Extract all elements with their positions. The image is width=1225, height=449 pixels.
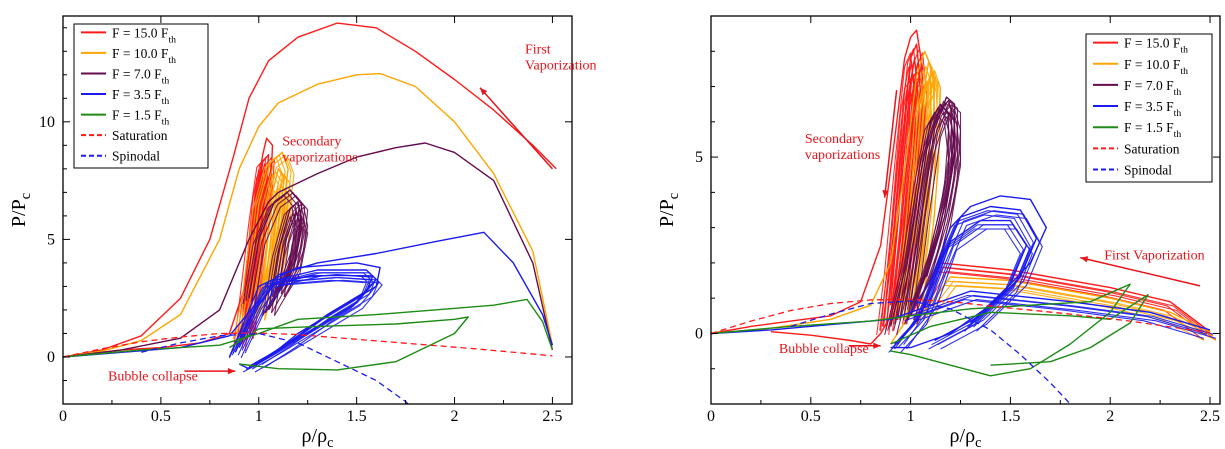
x-tick-label: 2.5: [1200, 408, 1220, 425]
x-tick-label: 1: [255, 408, 263, 425]
annotation-1: Secondary vaporizations: [805, 132, 880, 163]
legend-label-sat: Saturation: [112, 128, 168, 143]
annotation-arrow-0: [480, 88, 552, 169]
annotation-0: First Vaporization: [525, 43, 597, 74]
y-axis-label: P/Pc: [8, 193, 34, 227]
annotation-arrowhead-2: [873, 343, 880, 349]
y-axis-label: P/Pc: [656, 193, 682, 227]
x-axis-label: ρ/ρc: [950, 425, 982, 449]
x-tick-label: 0.5: [801, 408, 821, 425]
x-tick-label: 0: [59, 408, 67, 425]
y-tick-label: 0: [695, 325, 703, 342]
x-tick-label: 1: [907, 408, 915, 425]
annotation-1: Secondary vaporizations: [282, 134, 357, 165]
annotation-2: Bubble collapse: [108, 369, 198, 384]
x-axis-label: ρ/ρc: [302, 425, 334, 449]
x-tick-label: 1.5: [1000, 408, 1020, 425]
x-tick-label: 1.5: [347, 408, 367, 425]
annotation-2: Bubble collapse: [779, 342, 869, 357]
series-line-F7-9: [63, 143, 552, 357]
y-tick-label: 10: [39, 114, 55, 131]
annotation-arrowhead-1: [228, 368, 235, 374]
x-tick-label: 2: [1106, 408, 1114, 425]
x-tick-label: 0: [707, 408, 715, 425]
legend-label-sat: Saturation: [1124, 141, 1180, 156]
y-tick-label: 5: [695, 149, 703, 166]
legend-label-spin: Spinodal: [112, 149, 160, 164]
legend-label-spin: Spinodal: [1124, 162, 1172, 177]
annotation-0: First Vaporization: [1104, 248, 1204, 263]
x-tick-label: 2.5: [542, 408, 562, 425]
x-tick-label: 0.5: [151, 408, 171, 425]
y-tick-label: 0: [47, 349, 55, 366]
x-tick-label: 2: [451, 408, 459, 425]
y-tick-label: 5: [47, 231, 55, 248]
